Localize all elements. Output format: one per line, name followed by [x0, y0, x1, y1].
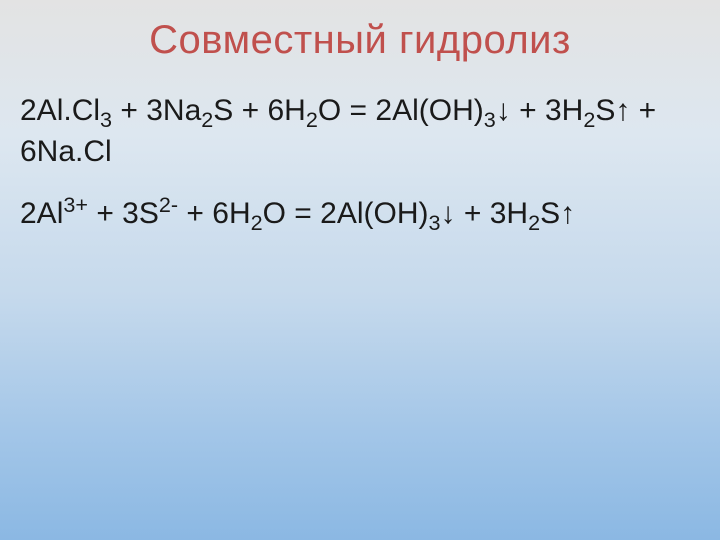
eq2-part: + 6H	[178, 197, 251, 230]
slide-title: Совместный гидролиз	[20, 18, 700, 63]
equation-molecular: 2Al.Cl3 + 3Na2S + 6H2O = 2Al(OH)3↓ + 3H2…	[20, 91, 700, 172]
eq2-part: ↓ + 3H	[441, 197, 529, 230]
eq2-part: S↑	[540, 197, 575, 230]
equation-ionic: 2Al3+ + 3S2- + 6H2O = 2Al(OH)3↓ + 3H2S↑	[20, 194, 700, 235]
eq1-part: 2Al.Cl	[20, 94, 100, 127]
eq1-sub: 2	[306, 107, 318, 132]
eq2-sub: 2	[528, 210, 540, 235]
eq2-sub: 3	[429, 210, 441, 235]
eq2-part: + 3S	[88, 197, 159, 230]
eq2-part: O = 2Al(OH)	[263, 197, 429, 230]
slide-container: Совместный гидролиз 2Al.Cl3 + 3Na2S + 6H…	[0, 0, 720, 540]
eq1-sub: 2	[201, 107, 213, 132]
eq1-sub: 3	[484, 107, 496, 132]
eq2-part: 2Al	[20, 197, 63, 230]
eq1-sub: 2	[583, 107, 595, 132]
eq2-sup: 2-	[159, 192, 178, 217]
eq1-part: ↓ + 3H	[496, 94, 584, 127]
eq2-sub: 2	[251, 210, 263, 235]
eq1-part: + 3Na	[112, 94, 201, 127]
eq1-sub: 3	[100, 107, 112, 132]
eq1-part: O = 2Al(OH)	[318, 94, 484, 127]
eq2-sup: 3+	[63, 192, 88, 217]
eq1-part: S + 6H	[213, 94, 306, 127]
